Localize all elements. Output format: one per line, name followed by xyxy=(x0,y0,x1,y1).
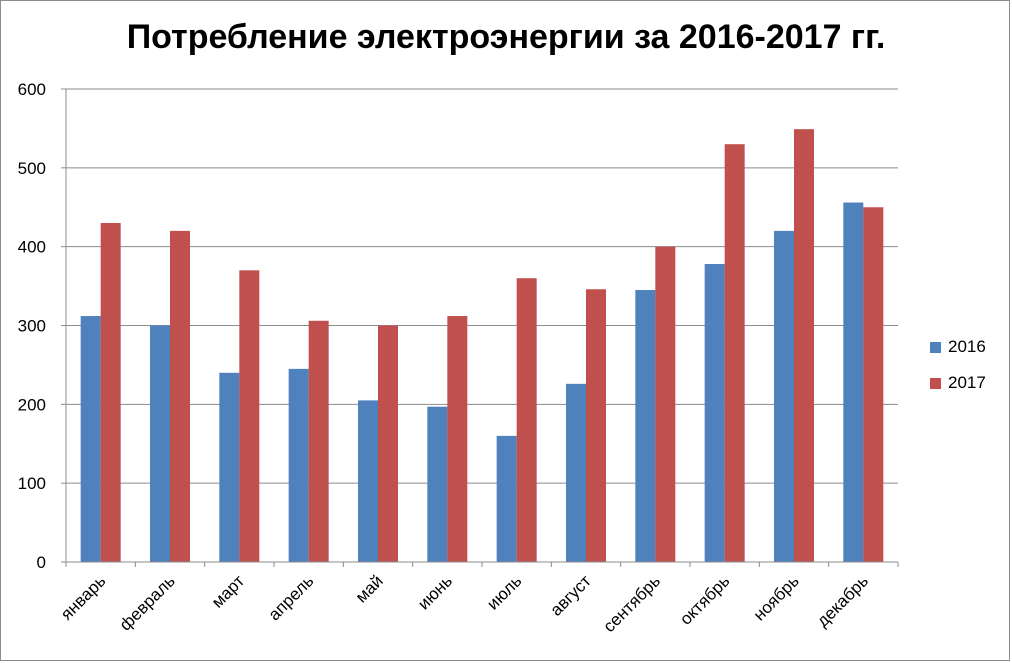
y-tick-label: 200 xyxy=(18,395,46,414)
y-tick-label: 0 xyxy=(37,553,46,572)
x-tick-label-февраль: февраль xyxy=(116,571,179,634)
x-tick-label-июнь: июнь xyxy=(414,571,456,613)
bar-2016-ноябрь xyxy=(774,230,794,562)
axes xyxy=(61,88,899,567)
bar-2016-февраль xyxy=(150,325,170,562)
legend-label-2017: 2017 xyxy=(948,373,986,392)
bar-2016-октябрь xyxy=(704,264,725,562)
bar-2017-январь xyxy=(100,223,121,562)
x-tick-label-декабрь: декабрь xyxy=(813,571,872,630)
chart-title: Потребление электроэнергии за 2016-2017 … xyxy=(126,18,886,56)
bar-2017-декабрь xyxy=(863,207,884,562)
bar-2016-сентябрь xyxy=(635,290,656,562)
bar-2016-июнь xyxy=(427,406,448,562)
bar-2017-октябрь xyxy=(724,144,745,562)
x-tick-label-октябрь: октябрь xyxy=(676,571,733,628)
legend-swatch-2016 xyxy=(930,341,941,353)
bar-2016-август xyxy=(566,383,586,562)
bar-2016-январь xyxy=(80,316,101,562)
legend-item-2016: 2016 xyxy=(930,335,986,359)
x-tick-label-август: август xyxy=(547,571,595,619)
y-tick-label: 300 xyxy=(18,317,46,336)
legend-label-2016: 2016 xyxy=(948,337,986,356)
y-tick-label: 400 xyxy=(18,238,46,257)
gridlines xyxy=(66,88,898,484)
bar-2017-июль xyxy=(516,278,537,562)
legend: 2016 2017 xyxy=(930,335,986,407)
bar-2017-сентябрь xyxy=(655,246,676,562)
x-tick-label-июль: июль xyxy=(483,571,525,613)
bar-2016-июль xyxy=(496,435,517,562)
bar-2017-март xyxy=(239,270,260,562)
x-tick-label-сентябрь: сентябрь xyxy=(600,571,665,636)
legend-item-2017: 2017 xyxy=(930,371,986,395)
bar-2016-май xyxy=(358,400,378,562)
bar-2017-май xyxy=(378,325,398,562)
x-tick-label-ноябрь: ноябрь xyxy=(750,571,803,624)
y-tick-label: 100 xyxy=(18,474,46,493)
x-tick-label-апрель: апрель xyxy=(265,571,318,624)
bar-2017-август xyxy=(586,289,606,562)
x-tick-label-январь: январь xyxy=(57,571,110,624)
bar-2017-апрель xyxy=(308,320,329,562)
y-tick-label: 600 xyxy=(18,80,46,99)
bar-2017-февраль xyxy=(170,230,190,562)
bar-2016-апрель xyxy=(288,368,309,562)
bar-2017-июнь xyxy=(447,316,468,562)
y-tick-label: 500 xyxy=(18,159,46,178)
legend-swatch-2017 xyxy=(930,377,941,389)
bar-2017-ноябрь xyxy=(794,129,814,562)
bars xyxy=(80,129,884,562)
x-tick-label-май: май xyxy=(352,571,387,606)
bar-2016-март xyxy=(219,372,240,562)
bar-2016-декабрь xyxy=(843,202,864,562)
x-tick-label-март: март xyxy=(208,571,248,611)
